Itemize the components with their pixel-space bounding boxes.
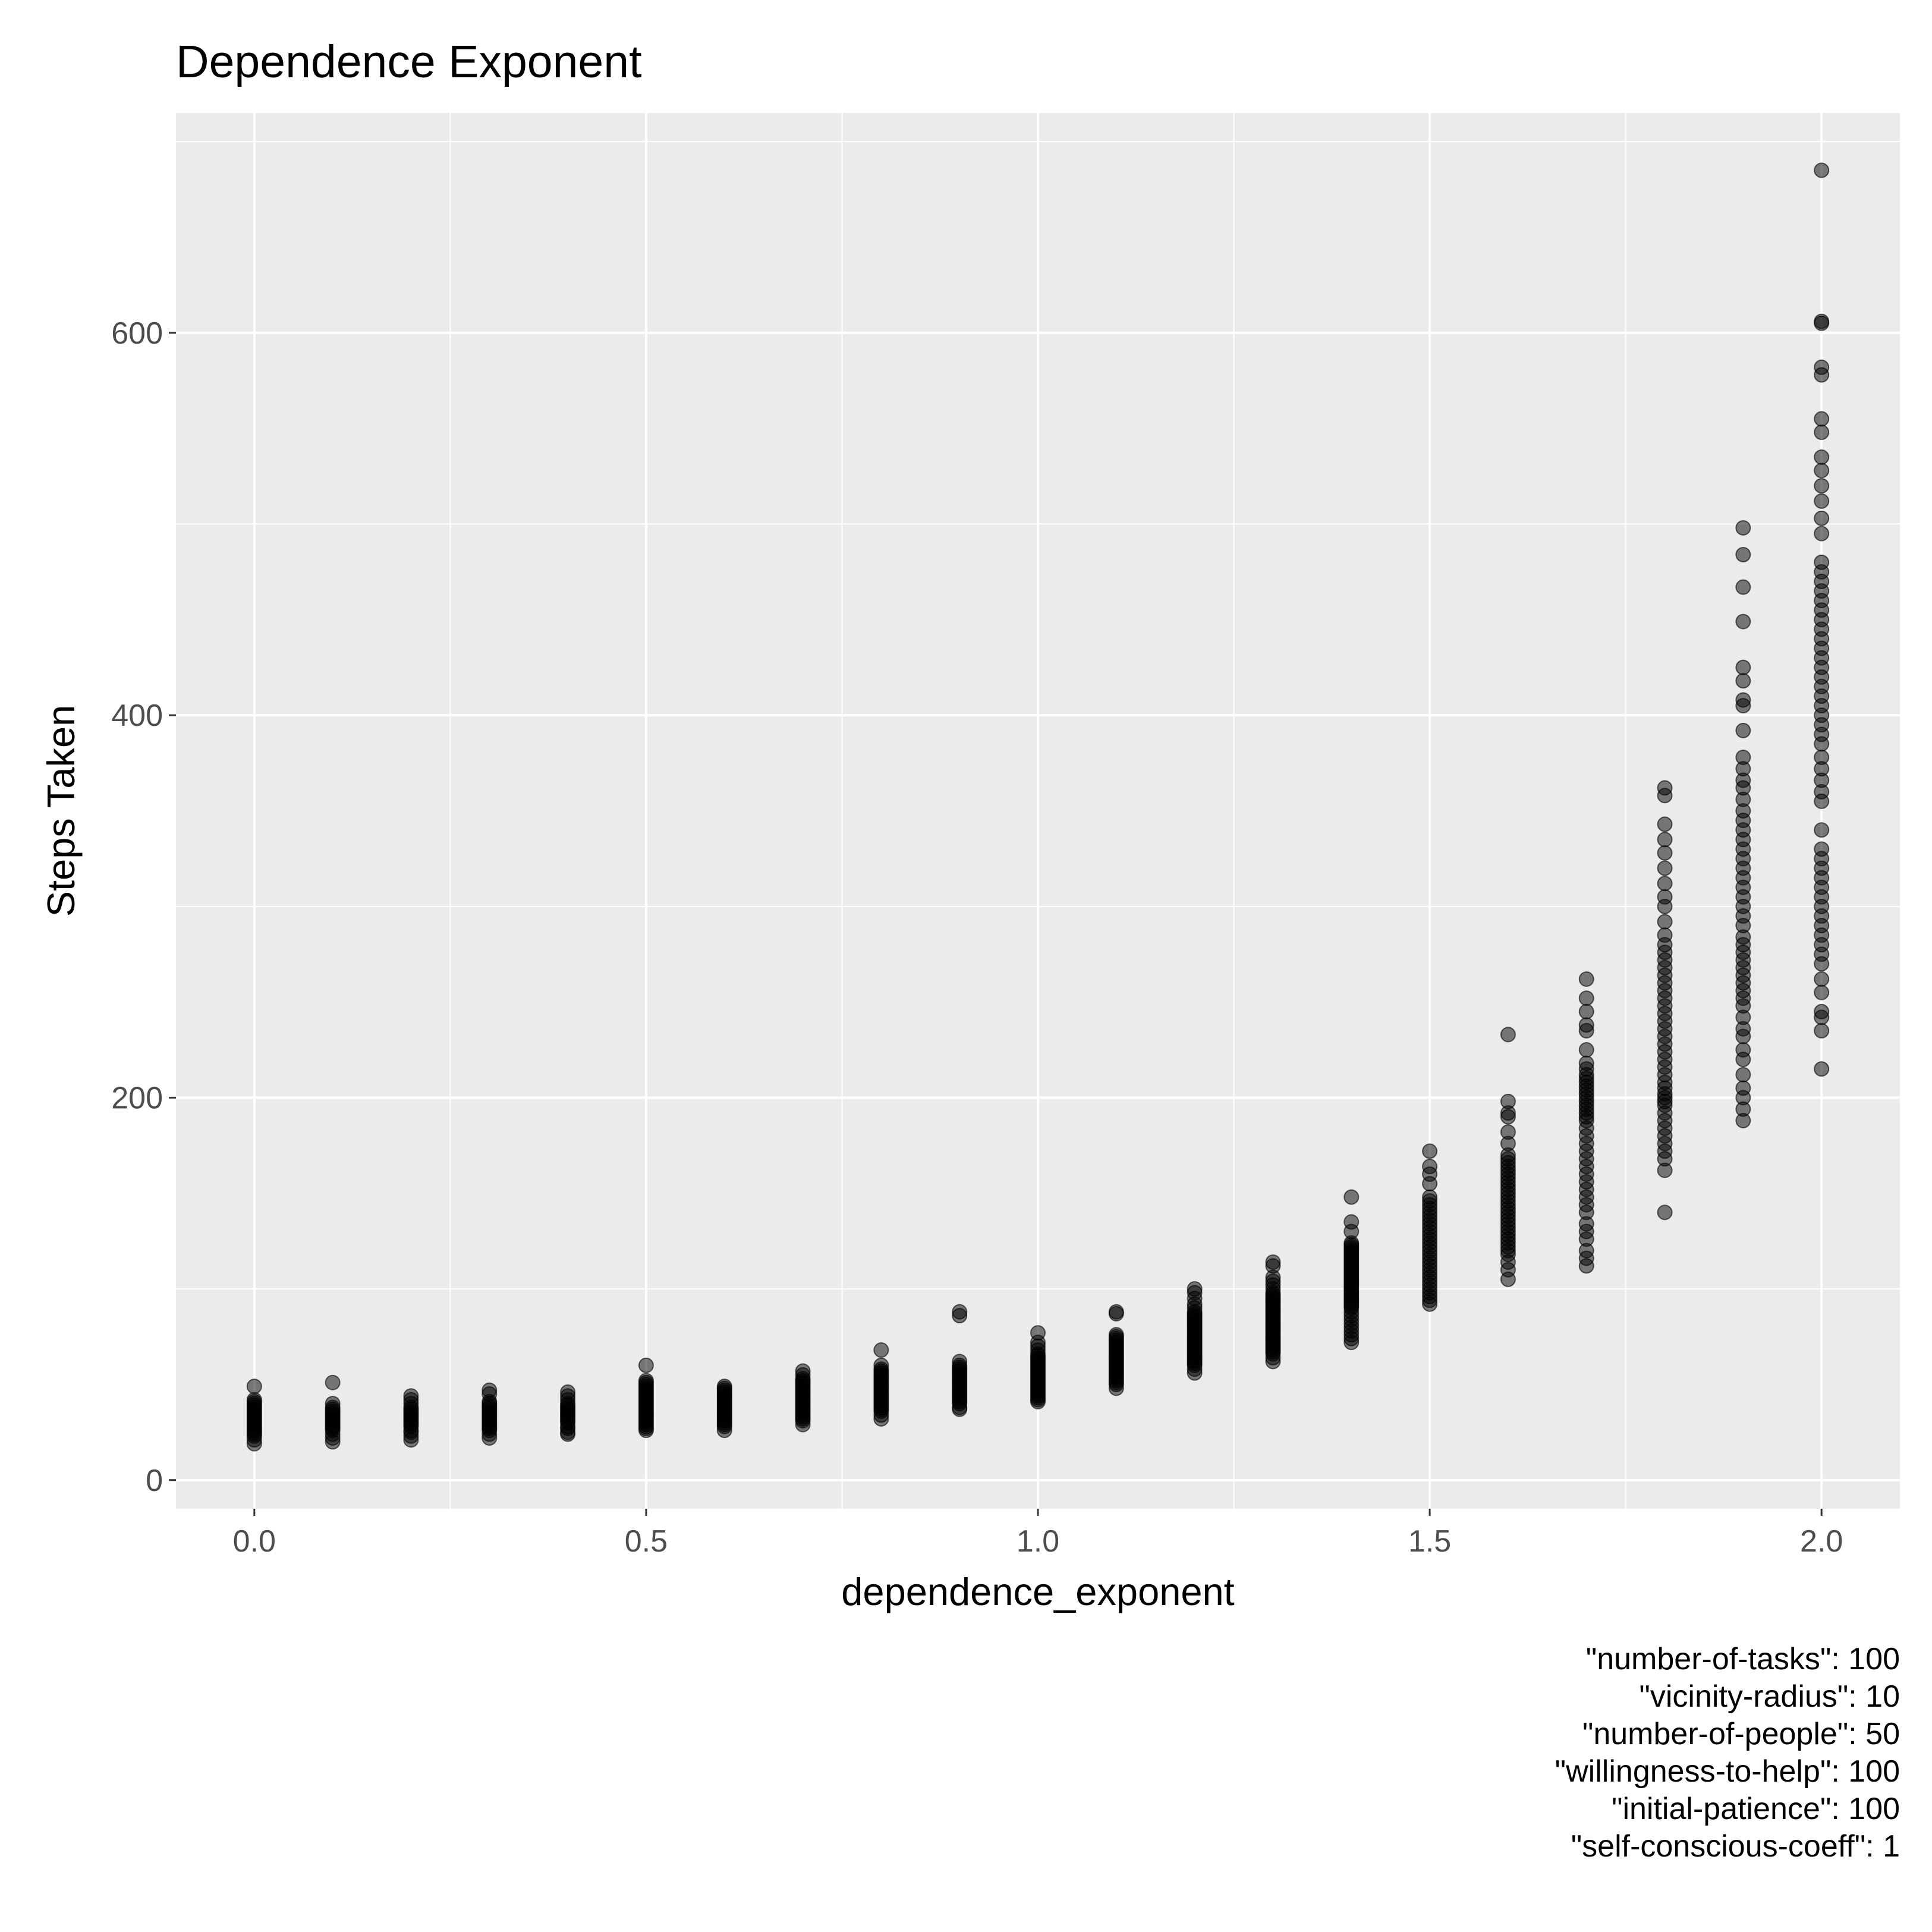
data-points (246, 162, 1830, 1452)
data-point (325, 1396, 341, 1412)
x-tick-label: 2.0 (1800, 1524, 1843, 1559)
data-point (1735, 673, 1751, 689)
x-tick-label: 1.0 (1017, 1524, 1059, 1559)
data-point (246, 1392, 262, 1408)
y-tick-label: 600 (111, 316, 163, 351)
data-point (1265, 1254, 1281, 1270)
data-point (1814, 462, 1830, 479)
data-point (1814, 510, 1830, 526)
data-point (1814, 554, 1830, 570)
data-point (1735, 579, 1751, 595)
data-point (325, 1374, 341, 1390)
data-point (1578, 1042, 1594, 1058)
data-point (1657, 876, 1673, 892)
y-tick-label: 0 (146, 1464, 163, 1498)
chart-title: Dependence Exponent (176, 36, 641, 87)
data-point (1814, 493, 1830, 509)
data-point (482, 1382, 498, 1398)
data-point (1030, 1325, 1046, 1341)
data-point (1657, 927, 1673, 943)
data-point (1735, 722, 1751, 738)
data-point (1657, 832, 1673, 848)
axes: 0.0 0.5 1.0 1.5 2.0 0 200 400 600 (111, 316, 1843, 1559)
caption-line: "vicinity-radius": 10 (1639, 1679, 1900, 1714)
data-point (560, 1384, 576, 1400)
data-point (1422, 1189, 1438, 1205)
data-point (1657, 845, 1673, 861)
data-point (1187, 1281, 1203, 1297)
data-point (1108, 1327, 1124, 1343)
data-point (1343, 1214, 1360, 1230)
data-point (403, 1388, 419, 1404)
y-tick-label: 400 (111, 698, 163, 733)
caption: "number-of-tasks": 100"vicinity-radius":… (1555, 1642, 1900, 1864)
x-axis-title: dependence_exponent (841, 1570, 1234, 1613)
data-point (716, 1379, 732, 1395)
data-point (1735, 659, 1751, 675)
data-point (1814, 478, 1830, 494)
data-point (1735, 1042, 1751, 1058)
data-point (1578, 1003, 1594, 1020)
caption-line: "number-of-people": 50 (1582, 1717, 1900, 1751)
x-tick-label: 1.5 (1408, 1524, 1451, 1559)
data-point (1814, 162, 1830, 178)
data-point (952, 1354, 968, 1370)
data-point (1657, 780, 1673, 796)
data-point (1814, 749, 1830, 765)
data-point (1735, 692, 1751, 708)
data-point (1500, 1124, 1516, 1140)
data-point (1578, 971, 1594, 987)
grid-lines (176, 113, 1900, 1509)
data-point (795, 1363, 811, 1379)
y-axis-title: Steps Taken (39, 705, 83, 917)
data-point (1657, 889, 1673, 905)
data-point (1735, 1066, 1751, 1083)
data-point (1657, 1204, 1673, 1220)
data-point (638, 1373, 654, 1389)
caption-line: "initial-patience": 100 (1612, 1792, 1900, 1826)
data-point (1735, 749, 1751, 765)
data-point (1657, 816, 1673, 832)
data-point (638, 1357, 654, 1373)
data-point (1578, 990, 1594, 1006)
x-tick-label: 0.0 (233, 1524, 276, 1559)
data-point (1814, 841, 1830, 857)
data-point (1500, 1027, 1516, 1043)
data-point (1814, 313, 1830, 329)
caption-line: "number-of-tasks": 100 (1586, 1642, 1900, 1676)
y-tick-label: 200 (111, 1081, 163, 1115)
data-point (1814, 359, 1830, 375)
data-point (1578, 1017, 1594, 1033)
data-point (1735, 546, 1751, 562)
data-point (1814, 984, 1830, 1000)
caption-line: "willingness-to-help": 100 (1555, 1754, 1900, 1789)
data-point (1814, 1022, 1830, 1039)
data-point (1578, 1055, 1594, 1071)
data-point (1814, 1003, 1830, 1020)
data-point (1735, 613, 1751, 630)
data-point (873, 1342, 889, 1358)
data-point (1814, 411, 1830, 427)
data-point (1814, 971, 1830, 987)
data-point (246, 1379, 262, 1395)
data-point (952, 1304, 968, 1320)
data-point (1814, 1061, 1830, 1077)
data-point (1814, 526, 1830, 542)
data-point (1108, 1304, 1124, 1320)
data-point (1735, 1080, 1751, 1096)
data-point (1814, 424, 1830, 440)
data-point (873, 1357, 889, 1373)
data-point (1422, 1159, 1438, 1175)
data-point (1735, 520, 1751, 536)
data-point (1657, 914, 1673, 930)
x-tick-label: 0.5 (625, 1524, 668, 1559)
data-point (1657, 860, 1673, 876)
data-point (1814, 449, 1830, 465)
data-point (1814, 822, 1830, 838)
caption-line: "self-conscious-coeff": 1 (1571, 1829, 1900, 1864)
data-point (1500, 1093, 1516, 1109)
data-point (1343, 1189, 1360, 1205)
data-point (1422, 1143, 1438, 1159)
